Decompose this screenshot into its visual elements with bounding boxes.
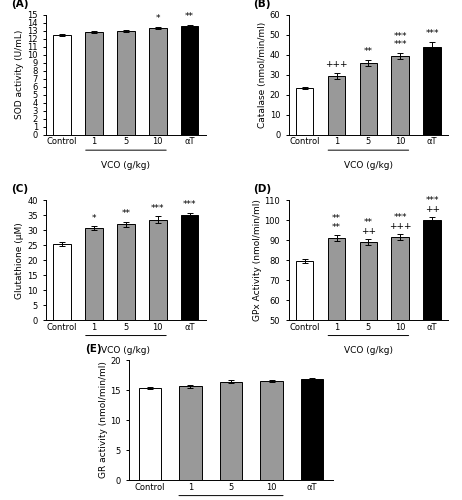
Text: ***: *** xyxy=(394,32,407,41)
Text: +++: +++ xyxy=(325,60,348,69)
Bar xyxy=(391,56,409,134)
Text: **: ** xyxy=(122,209,130,218)
Text: ***: *** xyxy=(426,196,439,205)
Text: ***: *** xyxy=(426,30,439,38)
Bar xyxy=(181,26,199,134)
Text: ***: *** xyxy=(394,214,407,222)
Bar xyxy=(391,238,409,420)
Text: **: ** xyxy=(185,12,194,22)
Text: VCO (g/kg): VCO (g/kg) xyxy=(344,161,393,170)
Text: (D): (D) xyxy=(254,184,272,194)
Text: (E): (E) xyxy=(85,344,101,354)
Bar xyxy=(423,47,441,134)
Text: **: ** xyxy=(332,222,341,232)
Text: **: ** xyxy=(364,218,373,228)
Bar xyxy=(85,228,103,320)
Bar xyxy=(328,238,345,420)
Y-axis label: SOD activity (U/mL): SOD activity (U/mL) xyxy=(15,30,24,120)
Y-axis label: GR activity (nmol/min/ml): GR activity (nmol/min/ml) xyxy=(99,362,108,478)
Bar xyxy=(328,76,345,134)
Text: *: * xyxy=(92,214,97,222)
Bar xyxy=(117,224,135,320)
Text: VCO (g/kg): VCO (g/kg) xyxy=(102,346,151,356)
Bar xyxy=(220,382,242,480)
Bar xyxy=(117,31,135,134)
Text: +++: +++ xyxy=(389,222,412,230)
Bar xyxy=(301,379,323,480)
Bar xyxy=(181,216,199,320)
Bar xyxy=(179,386,201,480)
Y-axis label: GPx Activity (nmol/min/ml): GPx Activity (nmol/min/ml) xyxy=(253,200,262,321)
Bar xyxy=(359,242,377,420)
Bar xyxy=(296,88,313,134)
Text: (A): (A) xyxy=(11,0,29,9)
Bar xyxy=(54,35,71,134)
Y-axis label: Catalase (nmol/min/ml): Catalase (nmol/min/ml) xyxy=(258,22,267,128)
Bar xyxy=(423,220,441,420)
Text: (C): (C) xyxy=(11,184,28,194)
Bar xyxy=(359,63,377,134)
Bar xyxy=(139,388,161,480)
Y-axis label: Glutathione (μM): Glutathione (μM) xyxy=(15,222,24,298)
Bar xyxy=(296,261,313,420)
Bar xyxy=(54,244,71,320)
Bar xyxy=(149,220,167,320)
Text: ++: ++ xyxy=(425,204,440,214)
Text: *: * xyxy=(156,14,160,23)
Text: **: ** xyxy=(364,48,373,56)
Text: ***: *** xyxy=(394,40,407,50)
Text: VCO (g/kg): VCO (g/kg) xyxy=(344,346,393,356)
Text: VCO (g/kg): VCO (g/kg) xyxy=(102,161,151,170)
Text: ***: *** xyxy=(151,204,164,212)
Text: ++: ++ xyxy=(361,226,376,235)
Bar xyxy=(149,28,167,134)
Text: (B): (B) xyxy=(254,0,271,9)
Text: ***: *** xyxy=(183,200,196,209)
Bar xyxy=(261,381,283,480)
Bar xyxy=(85,32,103,134)
Text: **: ** xyxy=(332,214,341,224)
